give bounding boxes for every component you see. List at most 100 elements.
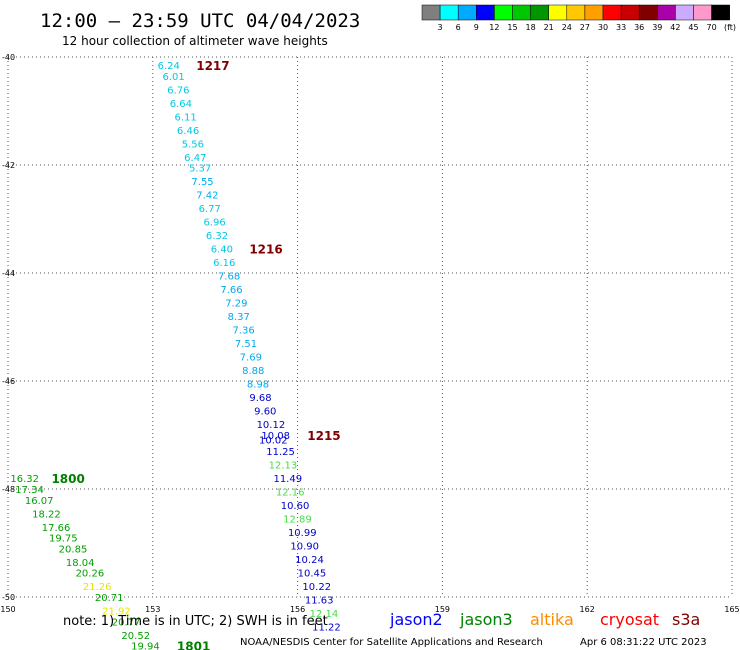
wave-height-point: 7.68 — [218, 272, 240, 283]
colorbar-swatch — [566, 4, 586, 21]
colorbar-swatch — [476, 4, 495, 21]
wave-height-point: 11.49 — [273, 474, 302, 485]
x-tick-label: 159 — [435, 605, 450, 614]
colorbar-swatch — [584, 4, 604, 21]
colorbar-label: 42 — [670, 23, 680, 32]
wave-height-point: 12.16 — [276, 488, 305, 499]
wave-height-point: 20.52 — [121, 631, 150, 642]
colorbar-swatch — [439, 4, 459, 21]
wave-height-point: 6.64 — [170, 99, 192, 110]
colorbar-label: 15 — [507, 23, 517, 32]
axis-ticks: 150 153 156 159 162 165 -40 -42 -44 -46 -48 -50 — [0, 53, 739, 614]
wave-height-point: 10.24 — [295, 555, 324, 566]
colorbar-swatch — [602, 4, 622, 21]
satellite-cryosat: cryosat — [600, 610, 659, 629]
wave-height-point: 8.37 — [228, 312, 250, 323]
time-tag: 1801 — [177, 640, 210, 650]
colorbar-label: 33 — [616, 23, 626, 32]
wave-height-point: 9.60 — [254, 407, 276, 418]
x-tick-label: 162 — [580, 605, 595, 614]
wave-height-point: 7.42 — [196, 191, 218, 202]
satellite-altika: altika — [530, 610, 574, 629]
y-tick-label: -48 — [2, 485, 15, 494]
wave-height-point: 6.40 — [211, 245, 233, 256]
colorbar-label: 18 — [526, 23, 536, 32]
x-tick-label: 165 — [724, 605, 739, 614]
wave-height-point: 20.85 — [59, 544, 88, 555]
colorbar-label: 21 — [544, 23, 554, 32]
wave-height-point: 10.99 — [288, 528, 317, 539]
wave-height-point: 11.63 — [305, 596, 334, 607]
wave-height-point: 20.71 — [95, 593, 124, 604]
satellite-legend: jason2 jason3 altika cryosat s3a — [389, 610, 700, 629]
satellite-jason3: jason3 — [459, 610, 513, 629]
colorbar-label: 30 — [598, 23, 608, 32]
wave-height-point: 6.11 — [175, 112, 197, 123]
wave-height-point: 7.55 — [191, 177, 213, 188]
wave-height-point: 8.98 — [247, 380, 269, 391]
y-tick-label: -42 — [2, 161, 15, 170]
wave-height-point: 8.88 — [242, 366, 264, 377]
colorbar-label: 39 — [652, 23, 662, 32]
chart-title: 12:00 — 23:59 UTC 04/04/2023 — [40, 10, 360, 32]
wave-height-point: 12.13 — [269, 461, 298, 472]
x-tick-label: 156 — [290, 605, 305, 614]
wave-height-point: 9.68 — [249, 393, 271, 404]
y-tick-label: -46 — [2, 377, 15, 386]
colorbar-swatch — [548, 4, 568, 21]
colorbar-label: 9 — [474, 23, 479, 32]
time-tag: 1215 — [307, 429, 340, 443]
wave-height-point: 6.76 — [167, 85, 189, 96]
wave-height-point: 19.75 — [49, 534, 78, 545]
colorbar-label: 6 — [456, 23, 461, 32]
colorbar-legend: 3 6 9 12 15 18 21 24 27 30 33 36 39 42 45 70 (ft) — [421, 4, 736, 32]
wave-height-point: 10.45 — [298, 569, 327, 580]
colorbar-swatch — [512, 4, 531, 21]
colorbar-swatch — [620, 4, 640, 21]
time-tag: 1800 — [51, 472, 84, 486]
colorbar-swatch — [638, 4, 658, 21]
wave-height-point: 18.22 — [32, 509, 61, 520]
wave-height-point: 17.34 — [15, 485, 44, 496]
colorbar-swatch — [457, 4, 477, 21]
wave-height-point: 21.26 — [83, 582, 112, 593]
wave-height-point: 6.24 — [158, 61, 180, 72]
wave-height-point: 7.36 — [232, 326, 254, 337]
x-tick-label: 150 — [0, 605, 15, 614]
time-tag: 1216 — [249, 243, 282, 257]
colorbar-unit: (ft) — [724, 23, 736, 32]
colorbar-label: 36 — [634, 23, 644, 32]
y-tick-label: -44 — [2, 269, 15, 278]
colorbar-label: 24 — [562, 23, 572, 32]
colorbar-swatch — [693, 4, 712, 21]
wave-height-point: 10.90 — [290, 542, 319, 553]
satellite-s3a: s3a — [672, 610, 700, 629]
satellite-jason2: jason2 — [389, 610, 443, 629]
wave-height-point: 6.32 — [206, 231, 228, 242]
wave-height-point: 6.01 — [162, 72, 184, 83]
wave-height-point: 10.02 — [259, 435, 288, 446]
wave-height-point: 6.16 — [213, 258, 235, 269]
wave-height-point: 5.37 — [189, 164, 211, 175]
chart-subtitle: 12 hour collection of altimeter wave hei… — [62, 34, 328, 48]
wave-height-point: 16.32 — [10, 474, 39, 485]
wave-height-point: 7.66 — [220, 285, 242, 296]
plot-grid — [7, 56, 733, 598]
wave-height-point: 20.26 — [76, 569, 105, 580]
wave-height-point: 20.77 — [112, 617, 141, 628]
wave-height-point: 18.04 — [66, 558, 95, 569]
footer-note: note: 1) Time is in UTC; 2) SWH is in fe… — [63, 614, 328, 629]
time-tags: 1217 1216 1215 1800 1801 — [51, 59, 340, 650]
colorbar-label: 70 — [707, 23, 717, 32]
wave-height-point: 12.89 — [283, 515, 312, 526]
colorbar-label: 27 — [580, 23, 590, 32]
wave-height-point: 10.12 — [257, 420, 286, 431]
wave-height-point: 10.22 — [302, 582, 331, 593]
wave-height-point: 12.14 — [310, 609, 339, 620]
wave-height-point: 11.25 — [266, 447, 295, 458]
y-tick-label: -50 — [2, 593, 15, 602]
wave-height-point: 6.46 — [177, 126, 199, 137]
x-tick-label: 153 — [145, 605, 160, 614]
colorbar-label: 45 — [688, 23, 698, 32]
wave-height-point: 10.60 — [281, 501, 310, 512]
